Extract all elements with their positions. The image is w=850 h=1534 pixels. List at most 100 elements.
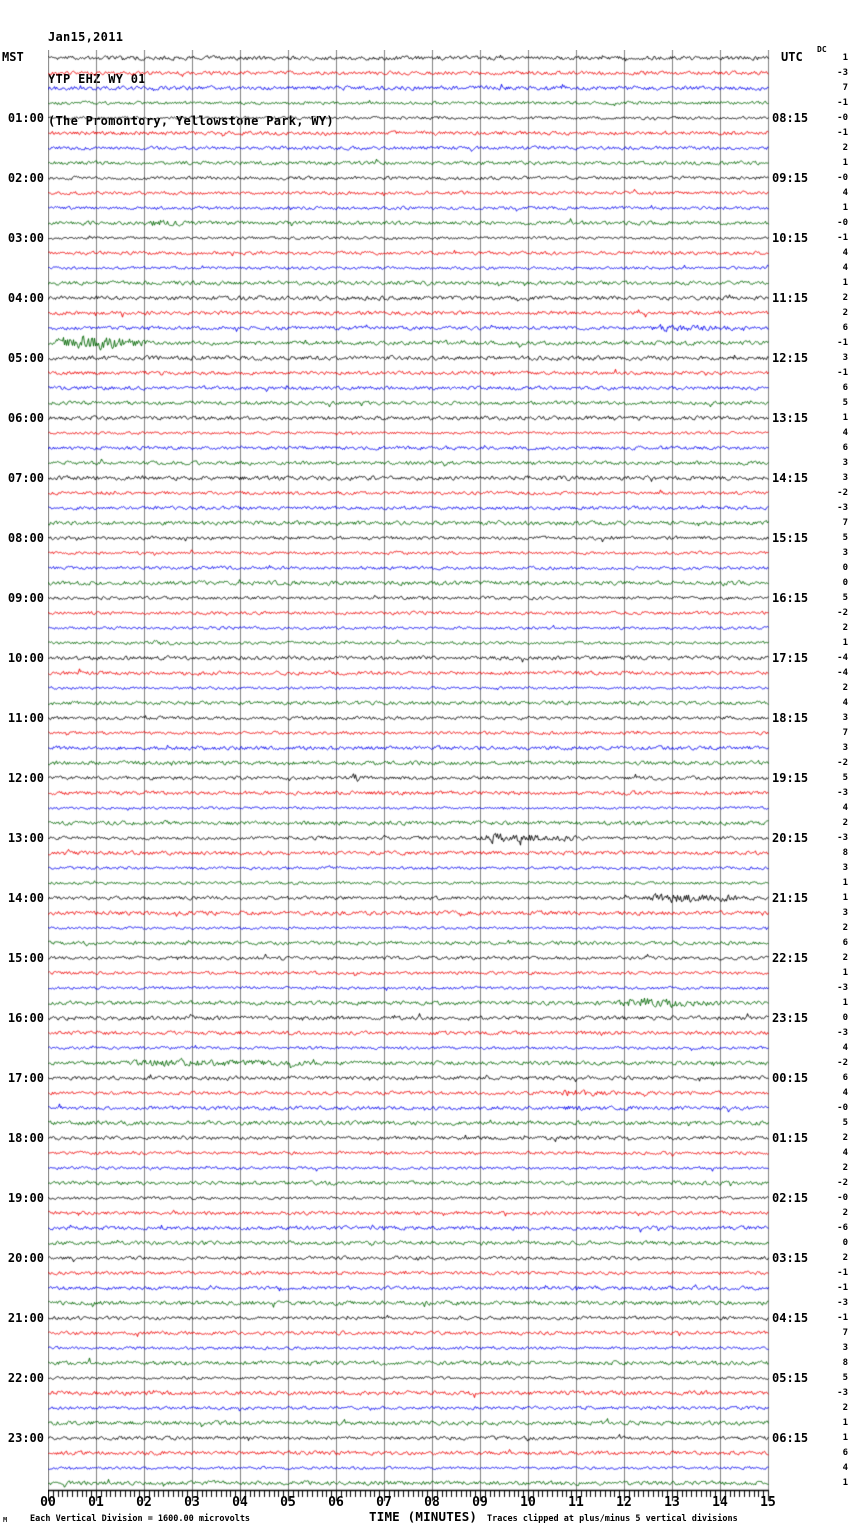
x-tick-label: 13 xyxy=(664,1495,680,1510)
dc-value: -0 xyxy=(837,113,848,123)
right-time-label: 15:15 xyxy=(772,531,809,545)
dc-value: -2 xyxy=(837,758,848,768)
dc-value: 2 xyxy=(842,683,848,693)
dc-value: 4 xyxy=(842,1148,848,1158)
dc-value: 1 xyxy=(842,968,848,978)
right-time-label: 13:15 xyxy=(772,411,809,425)
right-time-label: 08:15 xyxy=(772,111,809,125)
right-time-label: 14:15 xyxy=(772,471,809,485)
x-tick-label: 15 xyxy=(760,1495,776,1510)
dc-value: 2 xyxy=(842,1253,848,1263)
left-time-label: 05:00 xyxy=(7,351,44,365)
x-tick-label: 11 xyxy=(568,1495,584,1510)
dc-value: 2 xyxy=(842,293,848,303)
dc-value: 5 xyxy=(842,398,848,408)
dc-value: 7 xyxy=(842,83,848,93)
dc-value: -4 xyxy=(837,668,848,678)
right-time-label: 09:15 xyxy=(772,171,809,185)
dc-header-label: DC xyxy=(817,45,827,54)
x-tick-label: 04 xyxy=(232,1495,248,1510)
right-time-label: 21:15 xyxy=(772,891,809,905)
left-axis-label: MST xyxy=(2,50,24,64)
dc-value: -3 xyxy=(837,503,848,513)
right-time-label: 22:15 xyxy=(772,951,809,965)
dc-value: 4 xyxy=(842,803,848,813)
dc-value: 4 xyxy=(842,428,848,438)
x-tick-label: 14 xyxy=(712,1495,728,1510)
dc-value: 2 xyxy=(842,623,848,633)
dc-value: 1 xyxy=(842,1478,848,1488)
dc-value: -2 xyxy=(837,488,848,498)
dc-value: 4 xyxy=(842,1043,848,1053)
dc-value: -3 xyxy=(837,68,848,78)
dc-value: 4 xyxy=(842,698,848,708)
dc-value: 2 xyxy=(842,953,848,963)
dc-value: 1 xyxy=(842,1418,848,1428)
header-date: Jan15,2011 xyxy=(48,30,124,44)
dc-value: -3 xyxy=(837,788,848,798)
dc-value: 2 xyxy=(842,818,848,828)
right-time-label: 06:15 xyxy=(772,1431,809,1445)
left-time-label: 01:00 xyxy=(7,111,44,125)
dc-value: 3 xyxy=(842,863,848,873)
right-time-label: 02:15 xyxy=(772,1191,809,1205)
dc-value: 6 xyxy=(842,1448,848,1458)
dc-value: 7 xyxy=(842,518,848,528)
dc-value: 4 xyxy=(842,188,848,198)
dc-value: -6 xyxy=(837,1223,848,1233)
right-time-label: 23:15 xyxy=(772,1011,809,1025)
seismogram-canvas xyxy=(48,50,770,1502)
right-time-label: 17:15 xyxy=(772,651,809,665)
dc-value: 3 xyxy=(842,713,848,723)
left-time-label: 04:00 xyxy=(7,291,44,305)
left-time-label: 15:00 xyxy=(7,951,44,965)
dc-value: 1 xyxy=(842,158,848,168)
dc-value: 3 xyxy=(842,473,848,483)
left-time-label: 21:00 xyxy=(7,1311,44,1325)
dc-value: -3 xyxy=(837,1298,848,1308)
dc-value: 5 xyxy=(842,593,848,603)
x-tick-label: 09 xyxy=(472,1495,488,1510)
dc-value: 6 xyxy=(842,938,848,948)
dc-value: 1 xyxy=(842,203,848,213)
right-time-label: 18:15 xyxy=(772,711,809,725)
dc-value: 1 xyxy=(842,998,848,1008)
dc-value: 1 xyxy=(842,278,848,288)
left-time-label: 19:00 xyxy=(7,1191,44,1205)
dc-value: 8 xyxy=(842,1358,848,1368)
dc-value: -1 xyxy=(837,338,848,348)
dc-value: 3 xyxy=(842,548,848,558)
dc-value: -3 xyxy=(837,833,848,843)
left-time-label: 16:00 xyxy=(7,1011,44,1025)
left-time-label: 18:00 xyxy=(7,1131,44,1145)
dc-value: 2 xyxy=(842,143,848,153)
dc-value: -2 xyxy=(837,608,848,618)
dc-value: 2 xyxy=(842,923,848,933)
scale-note: Each Vertical Division = 1600.00 microvo… xyxy=(30,1514,251,1524)
clip-note: Traces clipped at plus/minus 5 vertical … xyxy=(487,1514,738,1524)
dc-value: -0 xyxy=(837,173,848,183)
dc-value: -1 xyxy=(837,233,848,243)
dc-value: -0 xyxy=(837,1103,848,1113)
dc-value: -1 xyxy=(837,1268,848,1278)
left-time-label: 22:00 xyxy=(7,1371,44,1385)
dc-value: -3 xyxy=(837,1028,848,1038)
left-time-label: 12:00 xyxy=(7,771,44,785)
dc-value: 5 xyxy=(842,533,848,543)
dc-value: 0 xyxy=(842,1013,848,1023)
dc-value: 8 xyxy=(842,848,848,858)
dc-value: 1 xyxy=(842,413,848,423)
dc-value: 0 xyxy=(842,578,848,588)
dc-value: 2 xyxy=(842,1133,848,1143)
dc-value: 1 xyxy=(842,878,848,888)
left-time-label: 08:00 xyxy=(7,531,44,545)
dc-value: 6 xyxy=(842,443,848,453)
right-time-label: 05:15 xyxy=(772,1371,809,1385)
watermark: M xyxy=(3,1516,8,1524)
right-time-label: 04:15 xyxy=(772,1311,809,1325)
left-time-label: 17:00 xyxy=(7,1071,44,1085)
dc-value: 3 xyxy=(842,353,848,363)
dc-value: 3 xyxy=(842,1343,848,1353)
dc-value: 3 xyxy=(842,458,848,468)
x-tick-label: 07 xyxy=(376,1495,392,1510)
